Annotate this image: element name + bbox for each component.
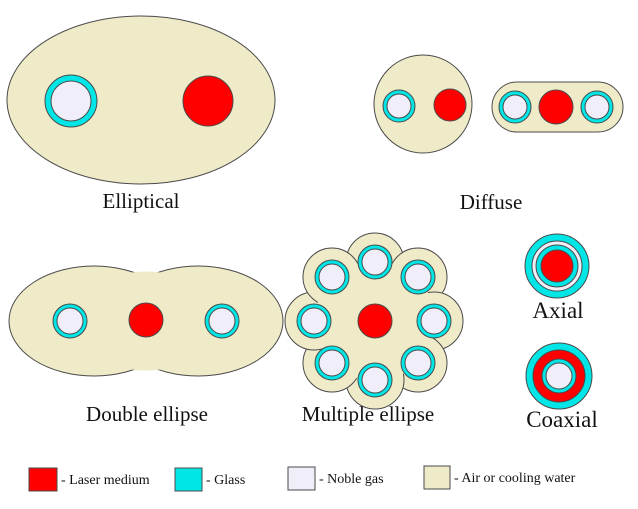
double-ellipse-laser-rod: [128, 302, 164, 338]
diffuse-slab-lamp-left-gas: [502, 94, 528, 120]
diffuse-round-lamp-gas: [386, 93, 412, 119]
elliptical-label: Elliptical: [103, 189, 180, 213]
elliptical-reflector-body: [6, 15, 276, 185]
multiple-ellipse-lamp-gas: [361, 248, 389, 276]
elliptical-laser-rod: [182, 75, 234, 127]
multiple-ellipse-lamp-gas: [404, 263, 432, 291]
multiple-ellipse-lamp-gas: [318, 349, 346, 377]
multiple-ellipse-lamp-gas: [300, 307, 328, 335]
multiple-ellipse-configuration: Multiple ellipse: [284, 232, 464, 426]
legend-air-cooling-water-label: - Air or cooling water: [454, 471, 576, 486]
coaxial-configuration: Coaxial: [525, 342, 598, 432]
double-ellipse-configuration: Double ellipse: [8, 265, 284, 426]
axial-label: Axial: [532, 298, 583, 323]
legend-noble-gas-label: - Noble gas: [319, 472, 384, 487]
diffuse-slab-lamp-right-gas: [584, 94, 610, 120]
diffuse-slab-laser-rod: [538, 89, 574, 125]
legend-noble-gas-swatch-icon: [287, 466, 316, 491]
axial-configuration: Axial: [524, 233, 590, 323]
axial-laser-rod: [540, 249, 574, 283]
legend-glass-label: - Glass: [206, 473, 245, 488]
legend-laser-medium-label: - Laser medium: [61, 473, 150, 488]
diffuse-round-laser-rod: [433, 88, 467, 122]
double-ellipse-lamp-right-gas: [208, 307, 236, 335]
multiple-ellipse-lamp-gas: [404, 349, 432, 377]
legend: - Laser medium - Glass - Noble gas - Air…: [28, 465, 576, 492]
multiple-ellipse-lamp-gas: [420, 307, 448, 335]
elliptical-flashlamp-gas: [50, 80, 92, 122]
coaxial-label: Coaxial: [526, 407, 598, 432]
legend-laser-medium-swatch-icon: [28, 467, 58, 492]
diffuse-configuration: Diffuse: [373, 54, 624, 214]
diffuse-label: Diffuse: [460, 190, 523, 214]
legend-air-cooling-water-swatch-icon: [423, 465, 451, 490]
diffuse-round-body: [373, 54, 473, 154]
multiple-ellipse-laser-rod: [357, 303, 393, 339]
double-ellipse-label: Double ellipse: [86, 402, 208, 426]
elliptical-configuration: Elliptical: [6, 15, 276, 213]
legend-glass-swatch-icon: [174, 467, 203, 492]
coaxial-gas-core: [545, 362, 573, 390]
multiple-ellipse-lamp-gas: [318, 263, 346, 291]
multiple-ellipse-lamp-gas: [361, 366, 389, 394]
multiple-ellipse-label: Multiple ellipse: [302, 402, 434, 426]
double-ellipse-lamp-left-gas: [56, 307, 84, 335]
